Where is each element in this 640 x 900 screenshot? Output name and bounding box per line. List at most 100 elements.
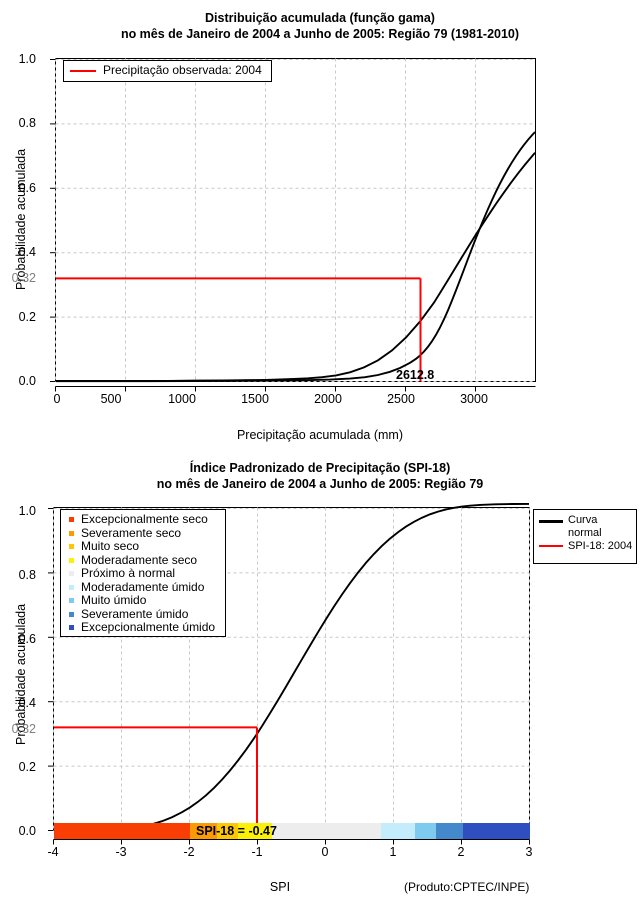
spi-xtick-7: 3 [525, 845, 533, 859]
gamma-legend: Precipitação observada: 2004 [63, 60, 272, 82]
legend-item-muito-umido: Muito úmido [61, 593, 225, 608]
spi-ytick-0: 0.0 [18, 824, 36, 838]
colorbar-seg-excepcionalmente-seco [54, 823, 190, 839]
spi-category-colorbar [54, 823, 530, 839]
swatch-icon [69, 557, 74, 563]
legend-item-label: Severamente úmido [81, 606, 189, 621]
spi-curve-legend: Curva normal SPI-18: 2004 [533, 509, 637, 564]
legend-item-label: Moderadamente úmido [81, 579, 205, 594]
legend-item-excepcionalmente-seco: Excepcionalmente seco [61, 512, 225, 527]
gamma-ytick-4: 0.8 [18, 116, 36, 130]
legend-item-label-line1: Curva [568, 514, 598, 526]
gamma-axis-ticks [50, 59, 56, 382]
gamma-highlight-lines [56, 277, 422, 382]
gamma-plot-surface [50, 58, 536, 392]
gamma-ytick-2: 0.4 [18, 245, 36, 259]
colorbar-seg-moderadamente-umido [381, 823, 415, 839]
colorbar-seg-muito-umido [415, 823, 436, 839]
spi-ytick-1: 0.2 [18, 760, 36, 774]
legend-item-label-wrap: Curva normal [568, 514, 602, 539]
legend-item-label: Excepcionalmente seco [81, 512, 208, 526]
spi-category-legend: Excepcionalmente seco Severamente seco M… [60, 509, 226, 637]
legend-item-label: Moderadamente seco [81, 552, 198, 567]
gamma-ytick-highlight: 0.32 [11, 271, 36, 285]
swatch-icon [69, 584, 74, 590]
swatch-icon [69, 571, 74, 577]
gamma-cdf-curve [56, 152, 536, 382]
gamma-x-axis-line [55, 386, 536, 392]
gamma-ytick-0: 0.0 [18, 374, 36, 388]
legend-item-spi18-2004: SPI-18: 2004 [534, 539, 636, 553]
spi-title-line1: Índice Padronizado de Precipitação (SPI-… [189, 461, 451, 475]
legend-item-label: SPI-18: 2004 [568, 539, 633, 552]
gamma-ytick-5: 1.0 [18, 52, 36, 66]
gamma-x-axis-title: Precipitação acumulada (mm) [236, 428, 404, 442]
gamma-title-line2: no mês de Janeiro de 2004 a Junho de 200… [120, 27, 520, 41]
legend-item-severamente-seco: Severamente seco [61, 525, 225, 541]
spi-ytick-3: 0.6 [18, 632, 36, 646]
spi-ytick-highlight: 0.32 [11, 722, 36, 736]
spi-normal-cdf-curve [53, 502, 530, 832]
spi-ytick-2: 0.4 [18, 696, 36, 710]
spi-x-axis-title: SPI [269, 880, 291, 894]
gamma-title-line1: Distribuição acumulada (função gama) [205, 11, 435, 25]
legend-item-label: Muito seco [81, 539, 140, 553]
spi-ytick-4: 0.8 [18, 568, 36, 582]
swatch-icon [69, 544, 74, 550]
gamma-xtick-1: 500 [100, 392, 122, 406]
swatch-icon [69, 625, 74, 631]
gamma-ytick-1: 0.2 [18, 310, 36, 324]
spi-xtick-3: -1 [251, 845, 263, 859]
legend-item-muito-seco: Muito seco [61, 539, 225, 554]
gamma-xtick-0: 0 [53, 392, 61, 406]
spi-xtick-5: 1 [389, 845, 397, 859]
legend-item-label-line2: normal [568, 526, 602, 539]
spi-cdf-panel: Índice Padronizado de Precipitação (SPI-… [0, 455, 640, 900]
colorbar-seg-muito-seco [217, 823, 238, 839]
gamma-cdf-curve-tail [56, 131, 536, 383]
colorbar-seg-moderadamente-seco [238, 823, 272, 839]
gamma-ytick-3: 0.6 [18, 181, 36, 195]
gamma-xtick-4: 2000 [314, 392, 342, 406]
spi-xtick-1: -3 [115, 845, 127, 859]
legend-item-curva-normal: Curva normal [534, 514, 636, 539]
gamma-xtick-5: 2500 [387, 392, 415, 406]
spi-value-annotation: SPI-18 = -0.47 [196, 824, 277, 838]
legend-item-precipitacao-observada: Precipitação observada: 2004 [64, 63, 271, 78]
swatch-icon [69, 598, 74, 604]
gamma-xtick-3: 1500 [241, 392, 269, 406]
legend-item-label: Severamente seco [81, 525, 182, 540]
spi-xtick-2: -2 [183, 845, 195, 859]
legend-item-label: Precipitação observada: 2004 [103, 63, 262, 77]
gamma-xtick-6: 3000 [460, 392, 488, 406]
spi-chart-title: Índice Padronizado de Precipitação (SPI-… [0, 460, 640, 492]
gamma-cdf-panel: Distribuição acumulada (função gama) no … [0, 10, 640, 442]
spi-ytick-5: 1.0 [18, 504, 36, 518]
legend-item-excepcionalmente-umido: Excepcionalmente úmido [61, 620, 225, 635]
gamma-chart-title: Distribuição acumulada (função gama) no … [0, 10, 640, 42]
gamma-xtick-2: 1000 [168, 392, 196, 406]
swatch-icon [69, 530, 74, 536]
black-line-icon [539, 520, 563, 523]
legend-item-label: Excepcionalmente úmido [81, 620, 216, 634]
legend-item-severamente-umido: Severamente úmido [61, 606, 225, 622]
gamma-gridlines-y [55, 59, 536, 382]
produto-label: (Produto:CPTEC/INPE) [404, 880, 530, 894]
spi-xtick-6: 2 [457, 845, 465, 859]
legend-item-label: Próximo à normal [81, 566, 176, 580]
red-line-icon [70, 69, 96, 72]
gamma-gridlines-x [55, 58, 476, 382]
legend-item-moderadamente-umido: Moderadamente úmido [61, 579, 225, 595]
spi-title-line2: no mês de Janeiro de 2004 a Junho de 200… [156, 477, 484, 491]
swatch-icon [69, 611, 74, 617]
spi-highlight-lines [54, 726, 258, 831]
legend-item-proximo-a-normal: Próximo à normal [61, 566, 225, 581]
colorbar-seg-severamente-umido [436, 823, 463, 839]
spi-axis-ticks [48, 508, 54, 831]
spi-xtick-0: -4 [47, 845, 59, 859]
swatch-icon [69, 517, 74, 523]
legend-item-moderadamente-seco: Moderadamente seco [61, 552, 225, 568]
colorbar-seg-severamente-seco [190, 823, 217, 839]
red-line-icon [539, 544, 563, 547]
